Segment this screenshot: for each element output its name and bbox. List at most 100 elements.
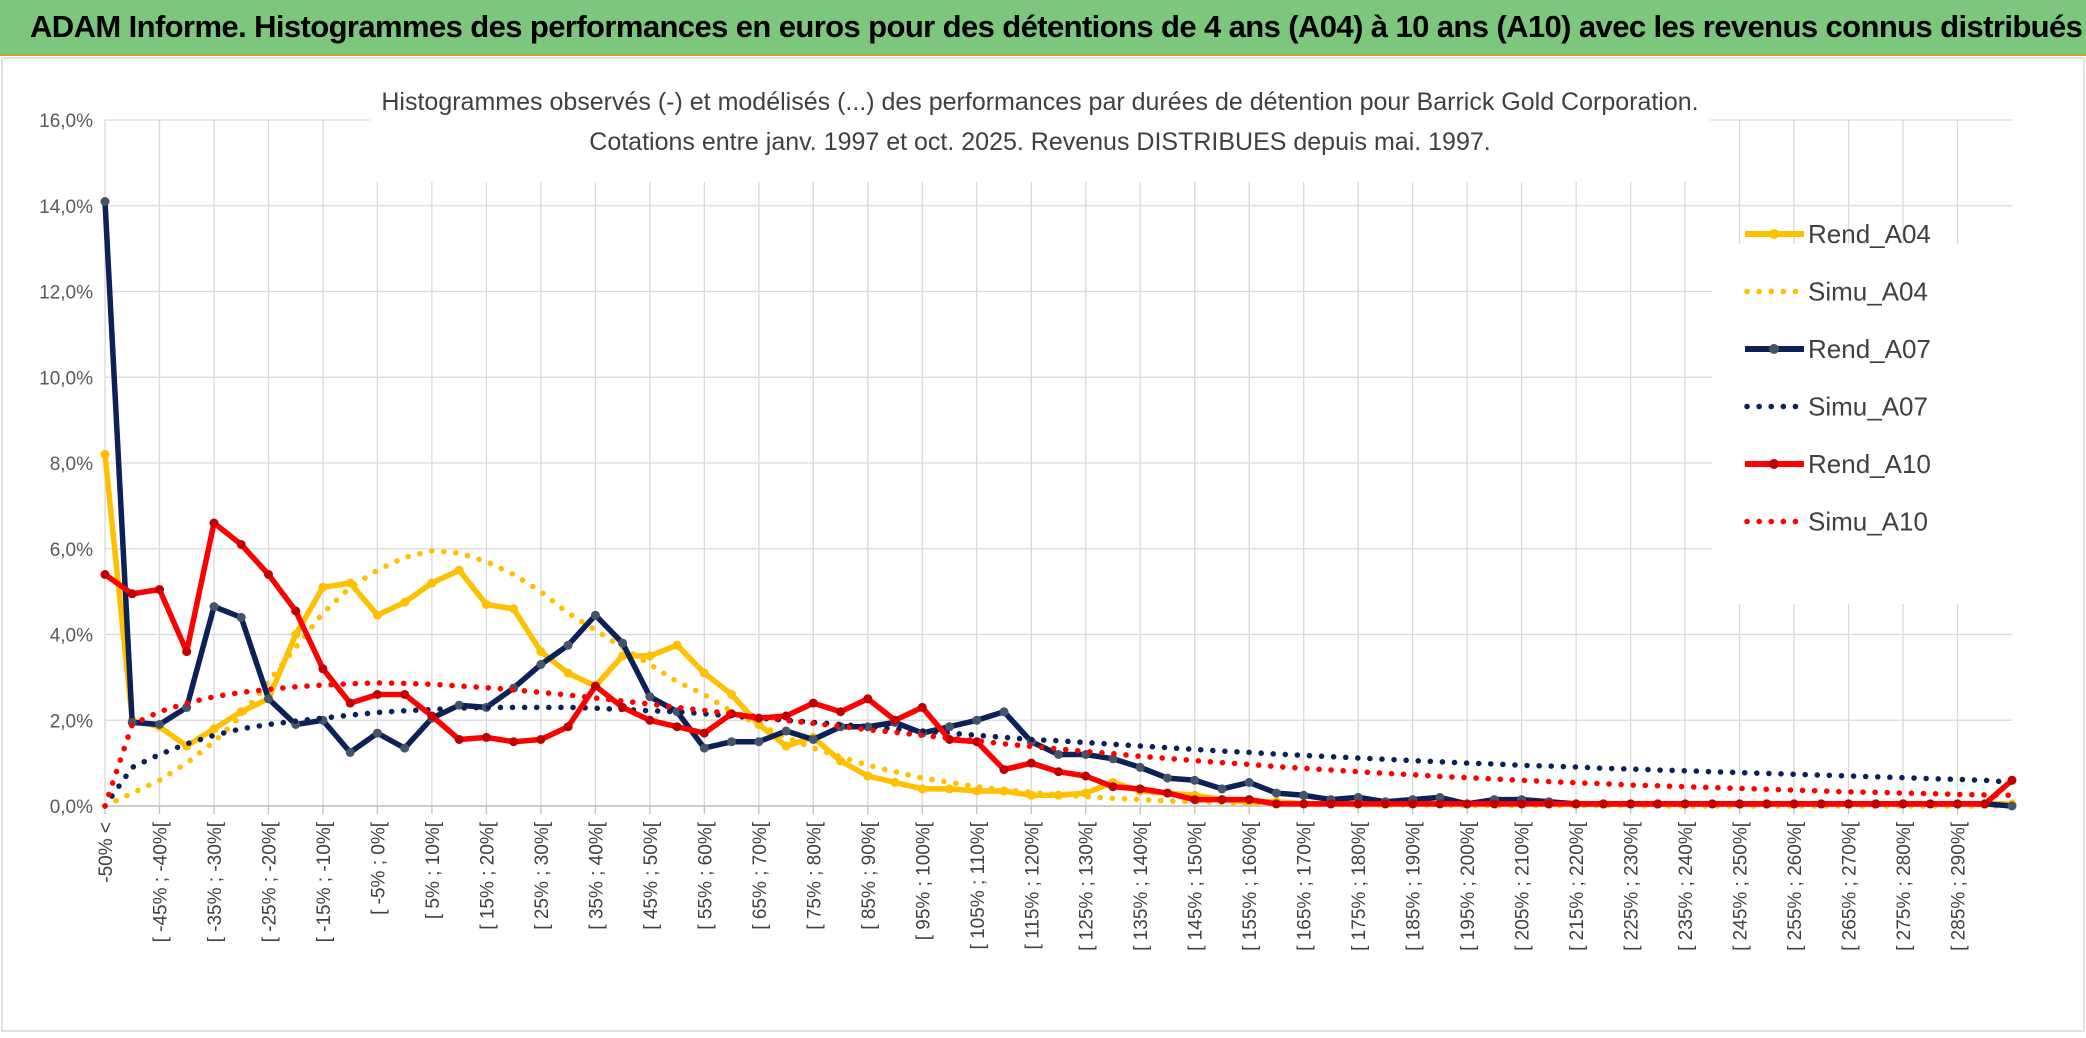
data-point-rend-a04 — [1054, 790, 1063, 800]
data-point-rend-a10 — [509, 737, 519, 747]
data-point-rend-a07 — [1054, 750, 1063, 759]
x-tick-label: [ 135% ; 140%[ — [1131, 821, 1152, 951]
y-tick-label: 10,0% — [39, 368, 93, 389]
series-group — [100, 197, 2017, 811]
data-point-rend-a10 — [890, 715, 900, 725]
data-point-rend-a07 — [945, 722, 954, 732]
data-point-rend-a07 — [1163, 773, 1172, 783]
data-point-rend-a07 — [727, 737, 737, 747]
data-point-rend-a07 — [2007, 801, 2017, 811]
data-point-rend-a10 — [100, 570, 110, 579]
data-point-rend-a07 — [863, 722, 873, 732]
data-point-rend-a04 — [672, 640, 682, 650]
data-point-rend-a07 — [590, 610, 600, 620]
data-point-rend-a10 — [345, 698, 355, 708]
data-point-rend-a10 — [808, 698, 818, 708]
series-simu-a10 — [102, 680, 2015, 809]
data-point-rend-a10 — [1244, 795, 1254, 805]
report-title: ADAM Informe. Histogrammes des performan… — [30, 9, 2083, 44]
y-tick-label: 4,0% — [50, 626, 93, 647]
x-tick-label: [ 265% ; 270%[ — [1840, 821, 1861, 951]
report-header: ADAM Informe. Histogrammes des performan… — [0, 0, 2086, 56]
data-point-rend-a10 — [1680, 799, 1690, 809]
data-point-rend-a04 — [836, 756, 846, 766]
data-point-rend-a07 — [563, 640, 573, 650]
data-point-rend-a04 — [945, 784, 954, 794]
data-point-rend-a10 — [1190, 795, 1200, 805]
x-tick-label: [ -45% ; -40%[ — [150, 821, 171, 942]
chart-area: 0,0% 2,0% 4,0% 6,0% 8,0% 10,0% 12,0% 14,0% 16,0%… — [0, 56, 2086, 1033]
data-point-rend-a04 — [454, 565, 464, 575]
data-point-rend-a10 — [1653, 799, 1663, 809]
data-point-rend-a10 — [1980, 799, 1990, 809]
data-point-rend-a07 — [645, 692, 655, 702]
x-tick-label: [ 235% ; 240%[ — [1676, 821, 1697, 951]
data-point-rend-a10 — [863, 694, 873, 704]
data-point-rend-a10 — [318, 664, 328, 674]
data-point-rend-a07 — [209, 602, 219, 612]
data-point-rend-a04 — [291, 630, 301, 639]
data-point-rend-a10 — [699, 728, 709, 738]
data-point-rend-a07 — [400, 743, 410, 753]
y-tick-label: 2,0% — [50, 711, 93, 732]
data-point-rend-a10 — [454, 735, 464, 744]
x-tick-label: [ 195% ; 200%[ — [1458, 821, 1479, 951]
data-point-rend-a07 — [536, 660, 546, 669]
data-point-rend-a07 — [1108, 754, 1118, 764]
data-point-rend-a07 — [155, 720, 164, 729]
data-point-rend-a10 — [1054, 767, 1063, 777]
data-point-rend-a10 — [672, 722, 682, 732]
data-point-rend-a10 — [481, 732, 491, 742]
data-point-rend-a04 — [699, 668, 709, 678]
data-point-rend-a10 — [427, 711, 437, 721]
data-point-rend-a10 — [1163, 788, 1172, 798]
data-point-rend-a10 — [127, 589, 137, 599]
data-point-rend-a04 — [781, 741, 791, 751]
x-tick-label: [ -15% ; -10%[ — [314, 821, 335, 942]
data-point-rend-a10 — [1735, 799, 1745, 809]
data-point-rend-a10 — [972, 737, 982, 747]
data-point-rend-a04 — [645, 651, 655, 661]
y-tick-label: 6,0% — [50, 540, 93, 561]
x-tick-label: [ 165% ; 170%[ — [1295, 821, 1316, 951]
x-tick-label: [ 55% ; 60%[ — [695, 821, 716, 929]
series-simu-a07 — [102, 704, 2015, 809]
data-point-rend-a04 — [209, 724, 219, 734]
x-tick-label: [ 205% ; 210%[ — [1513, 821, 1534, 951]
data-point-rend-a10 — [1081, 771, 1091, 781]
legend-label-rend-a10: Rend_A10 — [1808, 449, 1931, 479]
x-tick-label: [ 115% ; 120%[ — [1022, 821, 1043, 949]
data-point-rend-a10 — [1898, 799, 1908, 809]
data-point-rend-a04 — [863, 771, 873, 781]
data-point-rend-a10 — [1626, 799, 1636, 809]
data-point-rend-a10 — [209, 518, 219, 528]
x-tick-label: [ 225% ; 230%[ — [1622, 821, 1643, 951]
data-point-rend-a07 — [1299, 790, 1309, 800]
data-point-rend-a07 — [264, 694, 273, 704]
data-point-rend-a07 — [1217, 784, 1227, 794]
x-tick-label: [ 45% ; 50%[ — [641, 821, 662, 929]
x-tick-label: [ 35% ; 40%[ — [586, 821, 607, 929]
legend: Rend_A04 Simu_A04 Rend_A07 Simu_A07 Rend_A10… — [1744, 219, 1931, 537]
legend-label-rend-a07: Rend_A07 — [1808, 334, 1931, 364]
x-tick-label: [ 25% ; 30%[ — [532, 821, 553, 929]
x-tick-label: [ 255% ; 260%[ — [1785, 821, 1806, 951]
data-point-rend-a10 — [1435, 799, 1445, 809]
data-point-rend-a10 — [1571, 799, 1581, 809]
data-point-rend-a07 — [699, 743, 709, 753]
data-point-rend-a10 — [1925, 799, 1935, 809]
data-point-rend-a04 — [481, 600, 491, 609]
data-point-rend-a10 — [2007, 775, 2017, 785]
data-point-rend-a07 — [372, 728, 382, 738]
data-point-rend-a04 — [890, 777, 900, 787]
data-point-rend-a10 — [1217, 795, 1227, 805]
x-tick-label: [ 15% ; 20%[ — [477, 821, 498, 929]
x-tick-label: [ 215% ; 220%[ — [1567, 821, 1588, 951]
data-point-rend-a07 — [1271, 788, 1281, 798]
data-point-rend-a10 — [536, 735, 546, 744]
data-point-rend-a10 — [291, 606, 301, 616]
data-point-rend-a10 — [236, 540, 246, 549]
legend-label-simu-a07: Simu_A07 — [1808, 392, 1928, 422]
legend-label-simu-a10: Simu_A10 — [1808, 507, 1928, 537]
x-tick-label: [ 105% ; 110%[ — [968, 821, 989, 949]
